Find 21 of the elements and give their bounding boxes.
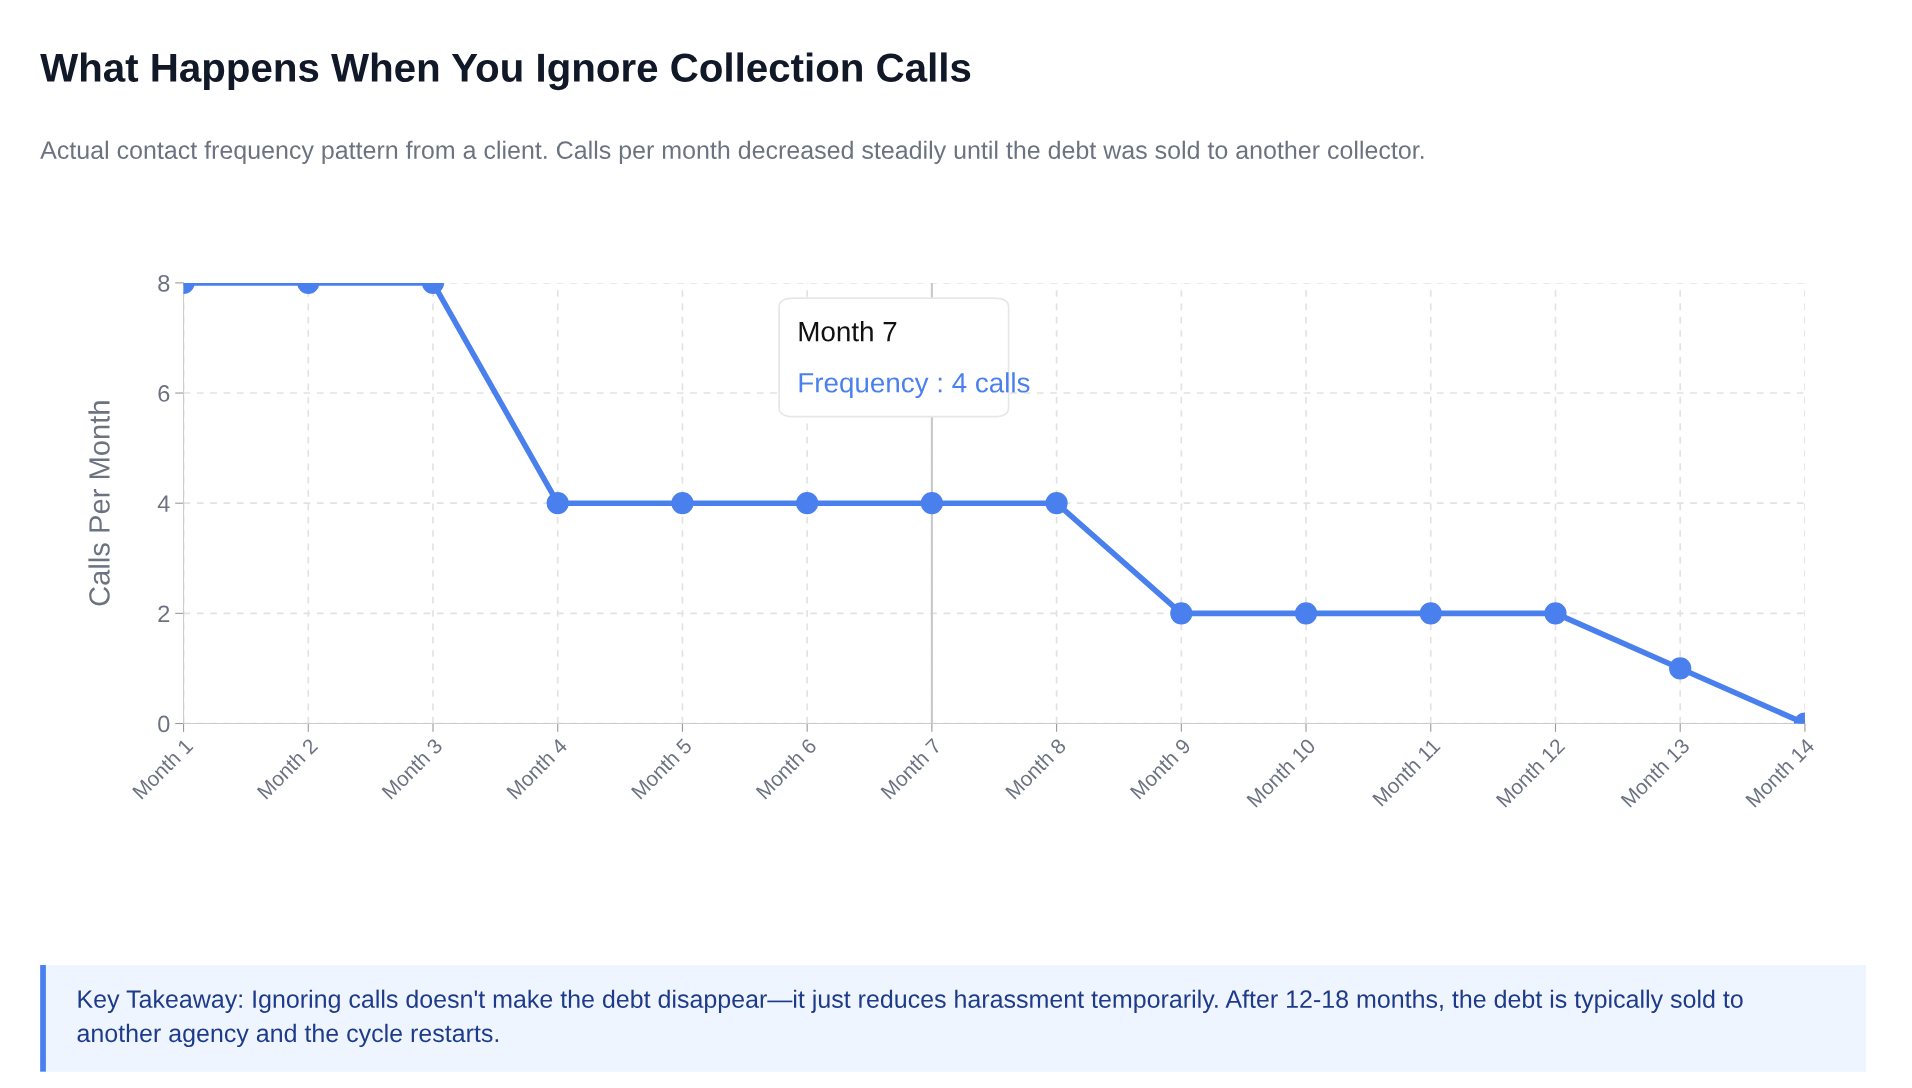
- chart-subtitle: Actual contact frequency pattern from a client. Calls per month decreased steadily until the debt was sold to another collector.: [40, 140, 1424, 164]
- point: [1045, 492, 1068, 515]
- point: [1669, 657, 1692, 680]
- y-tick-label: 4: [157, 495, 170, 512]
- y-tick-label: 2: [158, 605, 170, 622]
- point: [920, 492, 943, 515]
- y-axis-title: Calls Per Month: [88, 401, 110, 606]
- point: [671, 492, 694, 515]
- point: [1170, 602, 1193, 625]
- point: [796, 492, 819, 515]
- point: [1544, 602, 1567, 625]
- point: [1294, 602, 1318, 625]
- text: Key Takeaway: Ignoring calls doesn't make the debt disappear—it just reduces harassment temporarily. After 12-18 months, the debt is typically sold to another agency and the cycle restarts.: [77, 989, 1743, 1048]
- y-tick-label: 0: [158, 715, 170, 733]
- annotation: Month 7: [799, 321, 897, 342]
- point: [1419, 602, 1442, 625]
- y-tick-label: 8: [158, 274, 170, 292]
- chart-title: What Happens When You Ignore Collection Calls: [40, 52, 971, 91]
- annotation: Frequency : 4 calls: [799, 372, 1030, 399]
- y-tick-label: 6: [158, 385, 170, 402]
- point: [546, 492, 569, 515]
